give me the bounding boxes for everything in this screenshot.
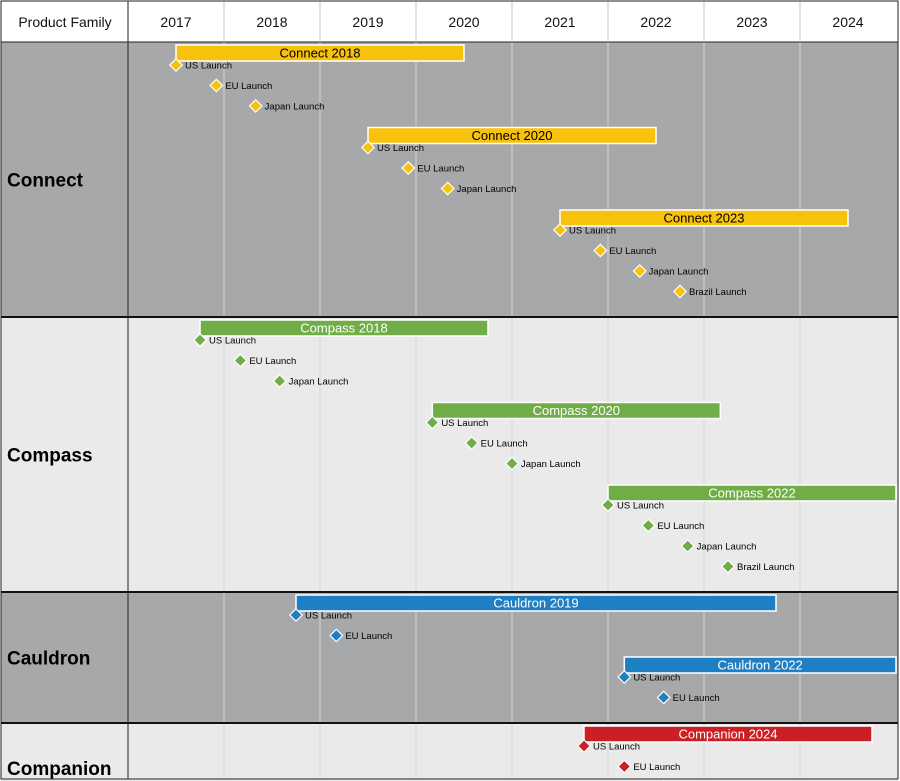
family-label-companion: Companion [7,759,112,780]
milestone-label-cauldron-2022: US Launch [633,673,680,684]
milestone-label-connect-2018: EU Launch [225,81,272,92]
milestone-diamond-connect-2023 [593,243,608,258]
milestone-diamond-connect-2023 [552,222,568,238]
year-header-2021: 2021 [544,14,575,30]
milestone-diamond-compass-2020 [464,435,479,451]
milestone-diamond-connect-2018 [168,57,184,73]
milestone-label-compass-2020: US Launch [441,418,488,429]
release-label-compass-2018: Compass 2018 [300,321,387,336]
header-product-family: Product Family [18,14,111,30]
release-label-connect-2018: Connect 2018 [280,46,361,61]
year-header-2020: 2020 [448,14,479,30]
year-header-2023: 2023 [736,14,767,30]
release-bar-connect-2018 [175,44,465,62]
release-bar-companion-2024 [583,725,873,743]
milestone-label-connect-2023: Japan Launch [649,267,709,278]
release-bar-cauldron-2022 [623,656,897,674]
release-label-connect-2020: Connect 2020 [472,128,553,143]
milestone-diamond-connect-2018 [248,98,263,114]
release-bar-compass-2022 [607,484,897,502]
milestone-label-connect-2023: Brazil Launch [689,287,747,298]
milestone-diamond-cauldron-2022 [617,669,632,685]
milestone-diamond-connect-2023 [672,284,688,299]
milestone-diamond-compass-2022 [641,518,656,533]
milestone-diamond-cauldron-2019 [288,607,304,623]
family-label-compass: Compass [7,446,93,467]
milestone-diamond-connect-2020 [360,140,376,155]
release-bar-cauldron-2019 [295,594,777,612]
milestone-diamond-compass-2020 [504,456,520,471]
milestone-label-compass-2022: Japan Launch [697,542,757,553]
milestone-label-compass-2020: EU Launch [481,439,528,450]
year-header-2022: 2022 [640,14,671,30]
milestone-label-connect-2020: US Launch [377,143,424,154]
milestone-diamond-cauldron-2019 [329,628,344,643]
milestone-diamond-compass-2022 [720,559,736,574]
milestone-label-compass-2022: Brazil Launch [737,562,795,573]
release-bar-connect-2020 [367,126,657,145]
milestone-label-compass-2020: Japan Launch [521,459,581,470]
milestone-label-companion-2024: US Launch [593,742,640,753]
milestone-label-compass-2022: US Launch [617,501,664,512]
milestone-diamond-connect-2020 [401,160,416,176]
milestone-diamond-compass-2018 [192,332,208,348]
milestone-diamond-connect-2020 [440,181,455,196]
milestone-diamond-companion-2024 [617,759,632,774]
release-label-compass-2022: Compass 2022 [708,486,795,501]
release-label-cauldron-2022: Cauldron 2022 [718,658,803,673]
release-label-connect-2023: Connect 2023 [664,211,745,226]
milestone-diamond-connect-2018 [209,78,224,93]
year-header-2017: 2017 [160,14,191,30]
milestone-label-connect-2020: EU Launch [417,164,464,175]
milestone-diamond-compass-2022 [600,497,616,513]
milestone-label-connect-2023: EU Launch [609,246,656,257]
milestone-label-connect-2018: US Launch [185,61,232,72]
milestone-label-compass-2018: US Launch [209,336,256,347]
milestone-label-connect-2020: Japan Launch [457,184,517,195]
year-header-2018: 2018 [256,14,287,30]
release-label-cauldron-2019: Cauldron 2019 [493,596,578,611]
milestone-label-connect-2018: Japan Launch [265,102,325,113]
milestone-diamond-compass-2022 [680,538,695,554]
milestone-diamond-connect-2023 [632,263,647,279]
milestone-diamond-cauldron-2022 [656,690,671,705]
milestone-label-connect-2023: US Launch [569,226,616,237]
header-row: Product Family 2017 2018 2019 2020 2021 2022 2… [0,0,899,43]
band-connect [1,42,898,317]
release-bar-compass-2020 [431,401,722,420]
milestone-label-cauldron-2019: US Launch [305,611,352,622]
milestone-diamond-compass-2020 [425,415,440,430]
family-label-connect: Connect [7,171,84,192]
milestone-label-companion-2024: EU Launch [633,762,680,773]
year-header-2024: 2024 [832,14,863,30]
milestone-label-compass-2018: EU Launch [249,356,296,367]
milestone-diamond-compass-2018 [272,373,287,389]
mark-layer: Connect Connect 2018 US Launch EU Launch Jap… [7,44,897,781]
release-bar-connect-2023 [559,209,849,227]
release-bar-compass-2018 [199,319,489,337]
release-label-companion-2024: Companion 2024 [678,727,777,742]
release-label-compass-2020: Compass 2020 [533,403,620,418]
milestone-diamond-compass-2018 [233,353,248,368]
milestone-diamond-companion-2024 [576,738,592,754]
year-header-2019: 2019 [352,14,383,30]
family-label-cauldron: Cauldron [7,649,90,670]
milestone-label-cauldron-2019: EU Launch [345,631,392,642]
milestone-label-compass-2022: EU Launch [657,521,704,532]
milestone-label-cauldron-2022: EU Launch [673,693,720,704]
milestone-label-compass-2018: Japan Launch [289,377,349,388]
band-compass [1,317,898,592]
